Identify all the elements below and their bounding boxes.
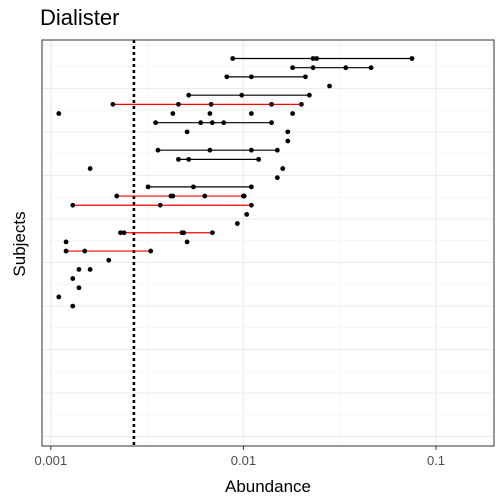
data-point (170, 193, 176, 199)
data-point (269, 101, 274, 107)
data-point (176, 156, 181, 162)
data-point (269, 120, 274, 126)
data-point (306, 92, 312, 98)
data-point (56, 294, 62, 300)
points-layer (56, 56, 415, 309)
x-tick-label: 0.001 (35, 453, 68, 468)
data-point (145, 184, 151, 190)
panel-border (41, 39, 495, 447)
x-axis: 0.001 0.01 0.1 (35, 446, 445, 468)
data-point (82, 248, 88, 254)
data-point (56, 111, 62, 116)
data-point (153, 120, 159, 126)
data-point (327, 83, 332, 89)
data-point (234, 221, 240, 226)
data-point (224, 74, 230, 80)
chart-title: Dialister (40, 5, 120, 30)
data-point (121, 230, 127, 236)
data-point (114, 193, 120, 199)
data-point (248, 147, 254, 153)
data-point (110, 101, 116, 107)
data-point (285, 138, 291, 144)
data-point (239, 92, 245, 98)
data-point (148, 248, 154, 254)
data-point (209, 120, 215, 126)
data-point (248, 74, 254, 80)
x-tick-label: 0.1 (427, 453, 445, 468)
data-point (310, 65, 316, 71)
data-point (186, 92, 192, 98)
data-point (244, 211, 250, 217)
data-point (184, 239, 190, 245)
data-point (256, 156, 262, 162)
data-point (207, 147, 213, 153)
x-axis-label: Abundance (224, 477, 312, 496)
data-point (290, 111, 295, 116)
data-point (87, 267, 93, 272)
x-tick-label: 0.01 (231, 453, 256, 468)
data-point (155, 147, 161, 153)
data-point (191, 184, 196, 190)
data-point (343, 65, 349, 71)
data-point (202, 193, 208, 199)
data-point (106, 257, 112, 263)
data-point (63, 248, 69, 254)
data-point (310, 56, 316, 61)
grid-layer (42, 40, 494, 446)
data-point (63, 239, 69, 245)
data-point (221, 120, 227, 126)
data-point (303, 74, 308, 80)
data-point (248, 111, 254, 116)
data-point (248, 202, 254, 208)
data-point (70, 303, 76, 309)
data-point (208, 101, 214, 107)
data-point (298, 101, 304, 107)
data-point (181, 230, 187, 236)
data-point (290, 65, 295, 71)
data-point (198, 120, 204, 126)
data-point (87, 166, 93, 171)
data-point (280, 166, 286, 171)
data-point (314, 56, 320, 61)
data-point (70, 276, 76, 281)
data-point (157, 202, 163, 208)
data-point (207, 111, 213, 116)
data-point (176, 101, 181, 107)
range-segments-layer (66, 57, 412, 252)
data-point (248, 184, 254, 190)
data-point (118, 230, 123, 236)
data-point (184, 129, 190, 135)
data-point (368, 65, 374, 71)
data-point (170, 111, 176, 116)
data-point (274, 175, 280, 181)
data-point (409, 56, 415, 61)
data-point (70, 202, 76, 208)
data-point (209, 230, 215, 236)
data-point (241, 193, 247, 199)
data-point (186, 156, 192, 162)
data-point (76, 267, 82, 272)
data-point (230, 56, 236, 61)
data-point (285, 129, 291, 135)
data-point (274, 147, 280, 153)
data-point (76, 285, 82, 291)
